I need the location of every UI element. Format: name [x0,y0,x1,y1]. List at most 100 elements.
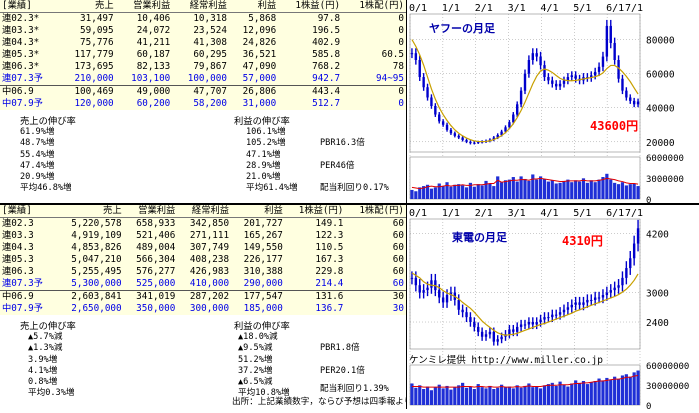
table-cell: 5,220,578 [71,218,122,229]
volume-bar [581,178,586,199]
table-header-row: [業績] 売上 営業利益 経常利益 利益 1株益(円) 1株配(円) [0,205,406,218]
volume-bar [457,184,461,199]
price-candle [477,326,480,332]
price-candle [414,53,418,60]
row-label: 連05.3* [2,49,40,60]
table-cell: 310,388 [243,266,283,277]
volume-bar [410,189,414,199]
volume-bar [461,185,465,199]
table-cell: 60 [392,266,404,277]
volume-bar [437,183,441,199]
table-cell: 41,211 [136,37,171,48]
volume-bar [538,388,543,405]
table-cell: 60 [392,278,404,289]
volume-bar [616,184,621,199]
price-candle [551,314,554,318]
volume-bar [523,385,527,405]
price-candle [469,317,472,323]
price-candle [519,324,523,327]
column-header: 営業利益 [123,205,178,218]
growth-item: 21.0%増 [246,172,281,183]
volume-tick-label: 6000000 [646,154,684,164]
volume-bar [601,177,605,199]
table-row: 連03.3* 59,095 24,072 23,524 12,096 196.5 0 [0,25,406,37]
price-candle [465,140,468,142]
table-cell: 26,806 [228,85,279,98]
tepco-div-yield: 配当利回り1.39% [320,384,389,395]
table-cell: 0 [342,85,406,98]
price-candle [418,285,421,293]
price-candle [621,78,624,91]
price-candle [605,25,609,57]
volume-bar [503,387,508,405]
volume-bar [496,387,500,405]
table-cell: 214.4 [315,278,344,289]
table-cell: 97.8 [317,13,341,24]
price-candle [629,258,632,269]
price-candle [500,131,503,135]
price-candle [570,304,573,308]
volume-bar [480,185,484,199]
price-candle [445,124,449,130]
price-candle [554,314,558,316]
price-candle [465,312,468,318]
price-candle [586,299,589,303]
volume-bar [480,387,484,405]
volume-bar [628,376,632,405]
volume-bar [515,385,519,405]
volume-bar [593,381,597,405]
price-candle [430,97,433,106]
month-tick-label: 6/1 [606,208,624,219]
table-cell: 60.5 [381,49,404,60]
growth-item: 平均10.8%増 [238,388,290,399]
volume-bar [433,187,437,199]
volume-bar [535,179,539,199]
table-row: 連06.3 5,255,495 576,277 426,983 310,388 229.8… [0,266,406,278]
price-candle [480,331,484,337]
table-cell: 79,867 [193,61,227,72]
price-candle [574,302,577,305]
column-header: 1株配(円) [345,205,406,218]
volume-bar [488,385,492,405]
volume-bar [449,389,453,405]
price-candle [434,106,437,115]
price-candle [613,287,616,291]
table-cell: 122.3 [315,230,344,241]
price-tick-label: 80000 [646,36,675,47]
month-tick-label: 1/1 [442,3,460,14]
price-candle [582,302,585,305]
price-candle [586,77,589,79]
price-candle [457,299,460,310]
sales-growth-title: 売上の伸び率 [20,321,76,332]
column-header: [業績] [0,0,59,13]
volume-bar [507,179,512,199]
dividend-yield-value: 配当利回り1.39% [320,384,389,394]
volume-bar [464,387,469,405]
source-footer: 出所：上記業績数字，ならび予想は四季報より [232,397,412,408]
volume-bar [449,186,453,199]
volume-bar [550,382,554,405]
price-candle [636,101,640,105]
volume-bar [589,180,593,199]
vertical-divider [406,0,407,409]
volume-bar [507,386,512,405]
price-candle [543,317,546,320]
price-candle [527,322,531,325]
table-cell: 402.9 [312,37,341,48]
volume-bar [464,187,469,199]
volume-bar [636,186,640,199]
table-cell: 41,308 [193,37,227,48]
table-cell: 30 [392,303,404,314]
table-cell: 342,850 [189,218,230,229]
table-row: 連04.3* 75,776 41,211 41,308 24,826 402.9 0 [0,37,406,49]
growth-item: 37.2%増 [238,365,273,376]
table-cell: 131.6 [284,290,346,303]
table-cell: 307,749 [189,242,230,253]
table-cell: 942.7 [312,73,341,84]
price-candle [496,339,499,342]
table-cell: 585.8 [312,49,341,60]
table-cell: 408,238 [189,254,230,265]
table-cell: 5,868 [248,13,277,24]
price-candle [418,60,421,78]
volume-bar [433,387,437,405]
